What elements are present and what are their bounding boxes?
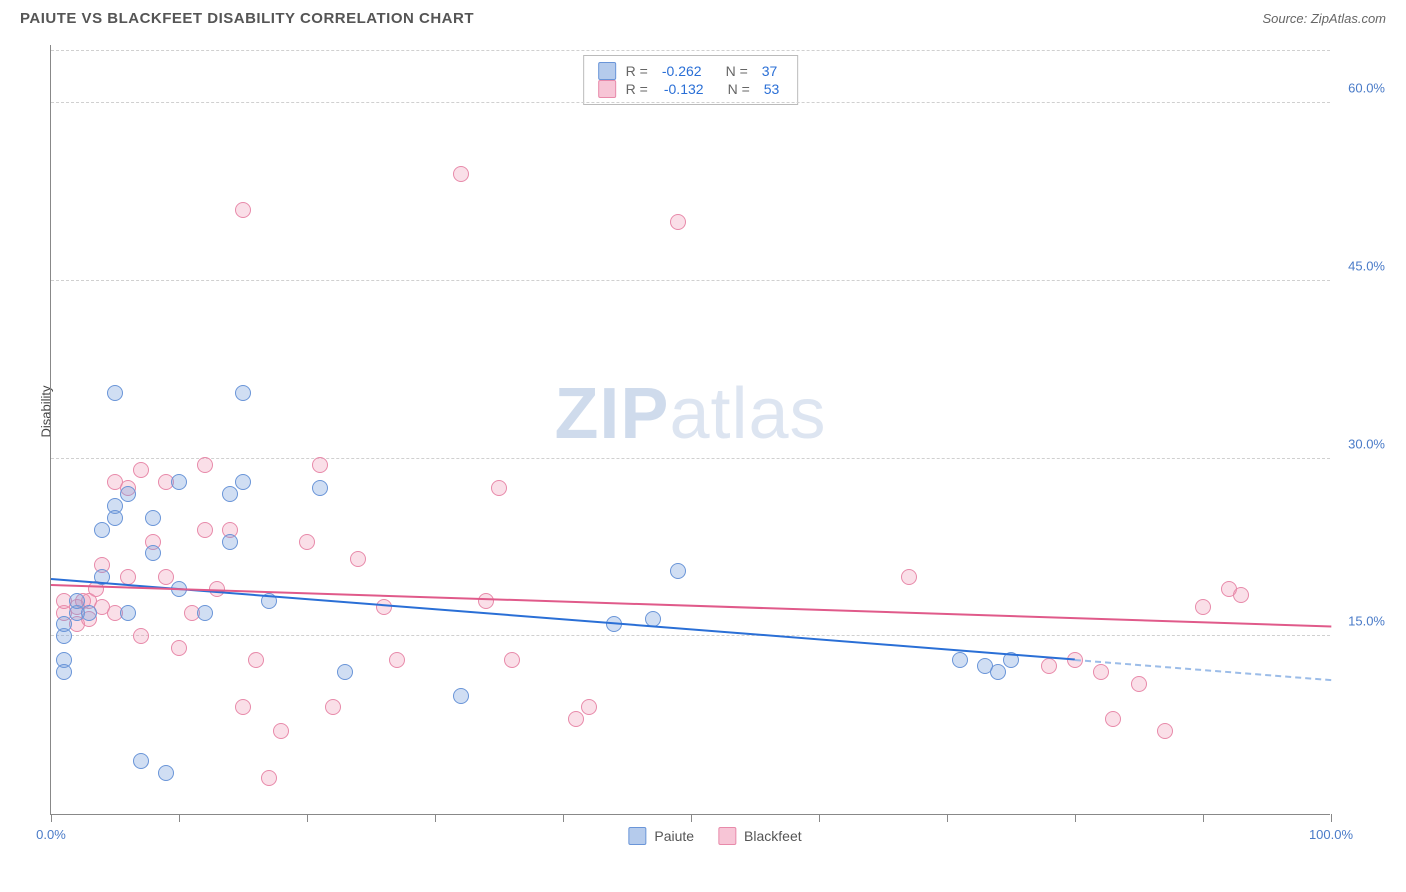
data-point — [325, 699, 341, 715]
data-point — [990, 664, 1006, 680]
data-point — [133, 462, 149, 478]
data-point — [273, 723, 289, 739]
data-point — [453, 166, 469, 182]
x-tick — [1203, 814, 1204, 822]
data-point — [312, 480, 328, 496]
data-point — [107, 510, 123, 526]
legend-swatch-pink-icon — [718, 827, 736, 845]
data-point — [478, 593, 494, 609]
data-point — [81, 605, 97, 621]
data-point — [312, 457, 328, 473]
data-point — [337, 664, 353, 680]
data-point — [261, 770, 277, 786]
data-point — [235, 699, 251, 715]
data-point — [120, 486, 136, 502]
data-point — [235, 202, 251, 218]
data-point — [1041, 658, 1057, 674]
data-point — [491, 480, 507, 496]
gridline — [51, 280, 1330, 281]
x-tick — [51, 814, 52, 822]
data-point — [670, 563, 686, 579]
data-point — [235, 385, 251, 401]
data-point — [171, 474, 187, 490]
legend-item-paiute: Paiute — [628, 827, 694, 845]
data-point — [69, 593, 85, 609]
gridline — [51, 635, 1330, 636]
data-point — [376, 599, 392, 615]
data-point — [1105, 711, 1121, 727]
legend-item-blackfeet: Blackfeet — [718, 827, 802, 845]
x-tick — [691, 814, 692, 822]
data-point — [581, 699, 597, 715]
data-point — [1195, 599, 1211, 615]
data-point — [901, 569, 917, 585]
y-tick-label: 60.0% — [1348, 81, 1385, 96]
data-point — [158, 765, 174, 781]
data-point — [299, 534, 315, 550]
data-point — [197, 605, 213, 621]
x-tick — [819, 814, 820, 822]
stats-row-paiute: R = -0.262 N = 37 — [598, 62, 784, 80]
watermark: ZIPatlas — [554, 373, 826, 455]
data-point — [1233, 587, 1249, 603]
x-tick — [1075, 814, 1076, 822]
x-tick — [947, 814, 948, 822]
chart-title: PAIUTE VS BLACKFEET DISABILITY CORRELATI… — [20, 10, 474, 27]
data-point — [389, 652, 405, 668]
gridline — [51, 102, 1330, 103]
data-point — [107, 385, 123, 401]
data-point — [120, 605, 136, 621]
y-tick-label: 45.0% — [1348, 258, 1385, 273]
source-text: Source: ZipAtlas.com — [1262, 11, 1386, 26]
chart-container: Disability ZIPatlas R = -0.262 N = 37 R … — [50, 45, 1380, 815]
x-tick-label: 0.0% — [36, 827, 66, 842]
trend-line — [1075, 659, 1331, 681]
data-point — [235, 474, 251, 490]
y-tick-label: 30.0% — [1348, 436, 1385, 451]
legend-swatch-blue-icon — [628, 827, 646, 845]
data-point — [197, 522, 213, 538]
data-point — [568, 711, 584, 727]
plot-area: ZIPatlas R = -0.262 N = 37 R = -0.132 N … — [50, 45, 1330, 815]
gridline — [51, 50, 1330, 51]
data-point — [133, 628, 149, 644]
legend: Paiute Blackfeet — [628, 827, 801, 845]
swatch-blue-icon — [598, 62, 616, 80]
data-point — [222, 486, 238, 502]
trend-line — [51, 584, 1331, 627]
x-tick — [1331, 814, 1332, 822]
data-point — [145, 545, 161, 561]
data-point — [197, 457, 213, 473]
x-tick — [435, 814, 436, 822]
data-point — [145, 510, 161, 526]
stats-box: R = -0.262 N = 37 R = -0.132 N = 53 — [583, 55, 799, 105]
data-point — [94, 522, 110, 538]
data-point — [1093, 664, 1109, 680]
data-point — [504, 652, 520, 668]
data-point — [1131, 676, 1147, 692]
x-tick — [179, 814, 180, 822]
y-tick-label: 15.0% — [1348, 614, 1385, 629]
data-point — [158, 569, 174, 585]
data-point — [56, 616, 72, 632]
data-point — [453, 688, 469, 704]
data-point — [171, 640, 187, 656]
data-point — [222, 534, 238, 550]
x-tick-label: 100.0% — [1309, 827, 1353, 842]
swatch-pink-icon — [598, 80, 616, 98]
data-point — [133, 753, 149, 769]
data-point — [56, 664, 72, 680]
x-tick — [563, 814, 564, 822]
gridline — [51, 458, 1330, 459]
data-point — [1157, 723, 1173, 739]
data-point — [670, 214, 686, 230]
stats-row-blackfeet: R = -0.132 N = 53 — [598, 80, 784, 98]
data-point — [350, 551, 366, 567]
data-point — [952, 652, 968, 668]
x-tick — [307, 814, 308, 822]
data-point — [248, 652, 264, 668]
